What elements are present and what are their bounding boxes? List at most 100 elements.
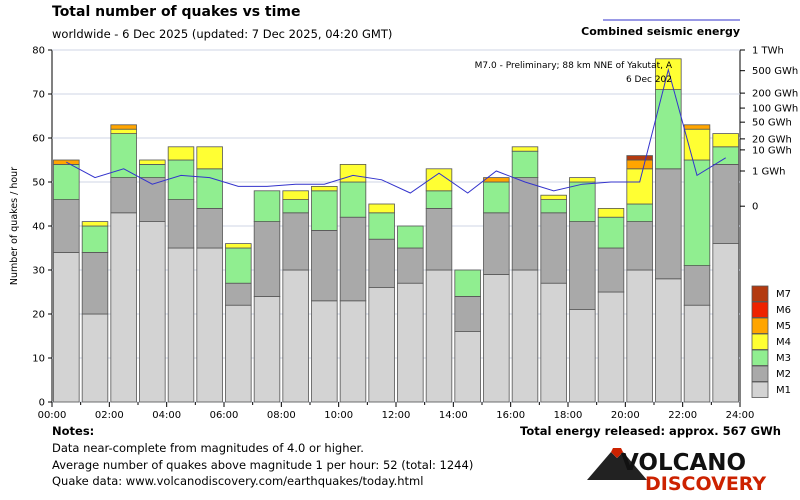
bar-segment-m4	[139, 159, 166, 165]
bar-segment-m5	[483, 177, 510, 183]
bar-segment-m4	[282, 190, 309, 201]
bar-segment-m2	[712, 163, 739, 244]
bar-segment-m2	[597, 247, 625, 293]
bar-segment-m1	[167, 247, 195, 403]
bar-segment-m1	[626, 269, 653, 403]
bar-segment-m1	[368, 287, 395, 403]
logo-line1: VOLCANO	[621, 450, 746, 476]
bar-segment-m3	[569, 181, 596, 222]
bar-segment-m1	[597, 291, 625, 403]
energy-axis-label: 1 TWh	[752, 46, 784, 57]
legend-swatch-m6	[751, 301, 769, 318]
bar-segment-m1	[139, 221, 166, 403]
x-tick-label: 18:00	[554, 410, 583, 421]
bar-segment-m2	[81, 251, 109, 315]
bar-segment-m4	[110, 128, 137, 134]
annotation-line: M7.0 - Preliminary; 88 km NNE of Yakutat…	[475, 61, 673, 71]
energy-axis-label: 10 GWh	[752, 145, 792, 156]
bar-segment-m1	[712, 243, 739, 403]
bar-segment-m4	[655, 58, 682, 90]
legend-label-m7: M7	[776, 289, 791, 300]
note-line: Average number of quakes above magnitude…	[52, 458, 474, 472]
bar-segment-m4	[712, 133, 739, 148]
bar-segment-m1	[311, 300, 338, 403]
x-tick-label: 08:00	[267, 410, 296, 421]
energy-axis-label: 100 GWh	[752, 104, 798, 115]
x-tick-label: 16:00	[496, 410, 525, 421]
bar-segment-m1	[225, 304, 252, 403]
bar-segment-m4	[511, 146, 539, 152]
energy-axis-label: 20 GWh	[752, 134, 792, 145]
bar-segment-m4	[196, 146, 223, 170]
chart-title: Total number of quakes vs time	[52, 4, 301, 20]
bar-segment-m2	[311, 229, 338, 302]
legend-label-m5: M5	[776, 321, 791, 332]
bar-segment-m1	[569, 309, 596, 403]
bar-segment-m1	[397, 282, 424, 403]
bar-segment-m2	[683, 265, 711, 306]
bar-segment-m3	[540, 199, 567, 214]
bar-segment-m1	[483, 273, 510, 403]
bar-segment-m2	[569, 221, 596, 311]
x-tick-label: 04:00	[152, 410, 181, 421]
energy-legend-label: Combined seismic energy	[581, 25, 740, 38]
note-line: Data near-complete from magnitudes of 4.…	[52, 441, 364, 455]
y-tick-label: 20	[32, 310, 45, 321]
bar-segment-m1	[196, 247, 223, 403]
bar-segment-m3	[511, 150, 539, 178]
chart-subtitle: worldwide - 6 Dec 2025 (updated: 7 Dec 2…	[52, 27, 393, 41]
bar-segment-m5	[683, 124, 711, 130]
energy-axis-label: 500 GWh	[752, 66, 798, 77]
bar-segment-m2	[253, 221, 281, 297]
x-tick-label: 10:00	[324, 410, 353, 421]
bar-segment-m2	[511, 177, 539, 271]
y-tick-label: 10	[32, 354, 45, 365]
energy-axis-label: 200 GWh	[752, 89, 798, 100]
bar-segment-m3	[483, 181, 510, 214]
bar-segment-m1	[454, 331, 481, 403]
bar-segment-m4	[368, 203, 395, 214]
bar-segment-m5	[110, 124, 137, 130]
legend-swatch-m2	[751, 365, 769, 382]
annotation-line: 6 Dec 202	[626, 75, 672, 85]
bar-segment-m1	[655, 278, 682, 403]
bar-segment-m3	[196, 168, 223, 209]
legend-swatch-m4	[751, 333, 769, 350]
bar-segment-m3	[626, 203, 653, 223]
bar-segment-m4	[81, 221, 109, 227]
bar-segment-m2	[368, 238, 395, 288]
bar-segment-m2	[540, 212, 567, 284]
volcano-icon	[587, 452, 647, 480]
bar-segment-m2	[339, 216, 367, 302]
bar-segment-m4	[339, 163, 367, 183]
bar-segment-m1	[425, 269, 453, 403]
energy-line-series	[66, 67, 726, 194]
bar-segment-m2	[454, 295, 481, 332]
bar-segment-m3	[110, 133, 137, 179]
bar-segment-m1	[540, 282, 567, 403]
legend-label-m1: M1	[776, 385, 791, 396]
bar-segment-m2	[655, 168, 682, 280]
y-tick-label: 0	[39, 398, 45, 409]
bar-segment-m4	[425, 168, 453, 192]
bar-segment-m1	[683, 304, 711, 403]
legend-label-m4: M4	[776, 337, 791, 348]
bar-segment-m3	[339, 181, 367, 218]
bar-segment-m1	[282, 269, 309, 403]
bar-segment-m2	[483, 212, 510, 275]
x-tick-label: 12:00	[382, 410, 411, 421]
bar-segment-m1	[511, 269, 539, 403]
bar-segment-m1	[339, 300, 367, 403]
x-tick-label: 06:00	[210, 410, 239, 421]
bar-segment-m3	[454, 269, 481, 297]
bar-segment-m1	[53, 251, 80, 403]
legend-swatch-m3	[751, 349, 769, 366]
y-tick-label: 80	[32, 46, 45, 57]
bar-segment-m3	[425, 190, 453, 209]
bar-segment-m1	[81, 313, 109, 403]
bar-segment-m4	[683, 128, 711, 161]
bar-segment-m3	[368, 212, 395, 240]
legend-swatch-m5	[751, 317, 769, 334]
bar-segment-m3	[597, 216, 625, 249]
bar-segment-m3	[139, 163, 166, 178]
